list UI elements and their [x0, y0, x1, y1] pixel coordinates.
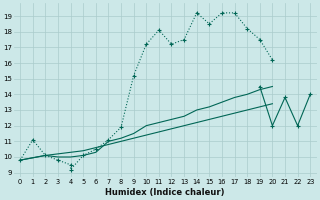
X-axis label: Humidex (Indice chaleur): Humidex (Indice chaleur) — [106, 188, 225, 197]
